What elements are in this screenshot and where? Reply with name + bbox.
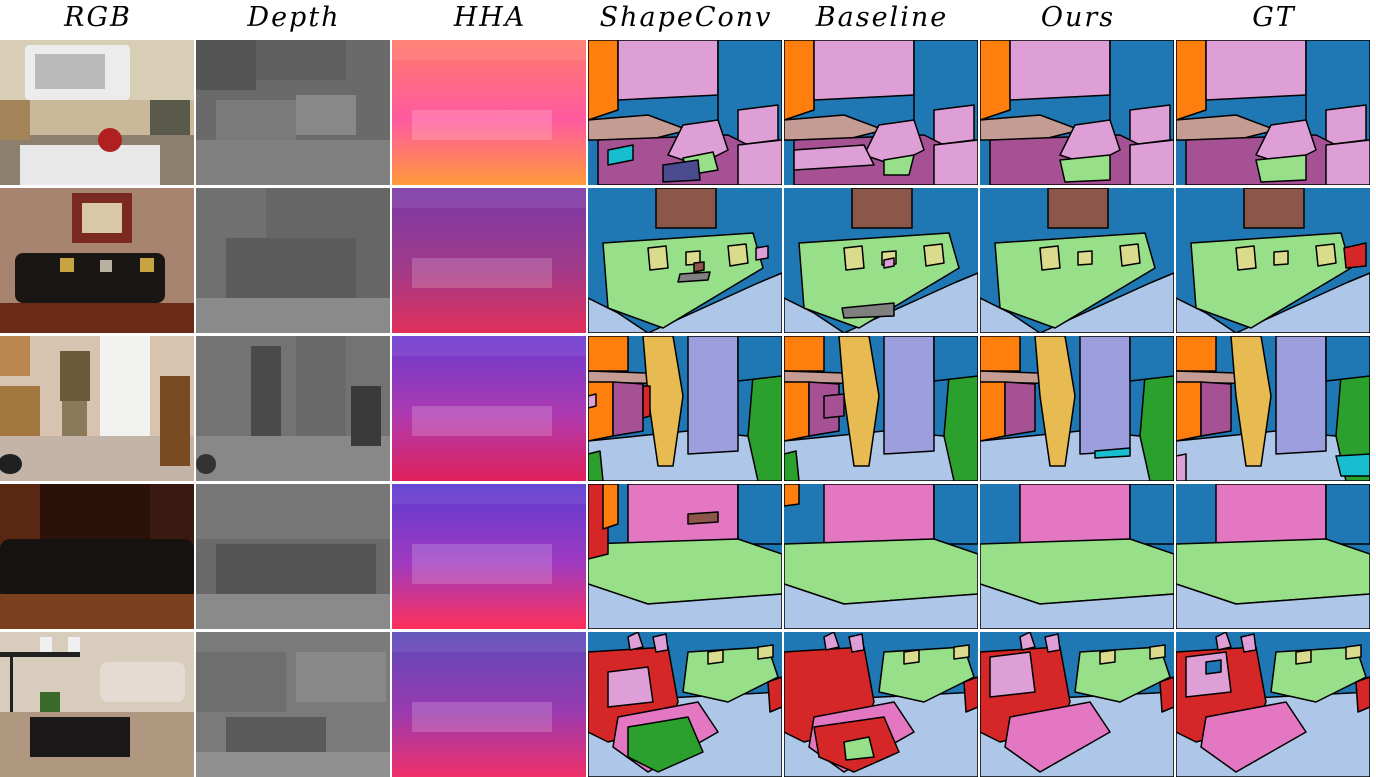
image-baseline-row-4 xyxy=(784,484,978,629)
image-rgb-row-2 xyxy=(0,188,194,333)
column-title-hha: HHA xyxy=(453,2,527,33)
image-ours-row-1 xyxy=(980,40,1174,185)
image-shapeconv-row-3 xyxy=(588,336,782,481)
image-ours-row-2 xyxy=(980,188,1174,333)
image-baseline-row-1 xyxy=(784,40,978,185)
image-rgb-row-4 xyxy=(0,484,194,629)
image-hha-row-3 xyxy=(392,336,586,481)
image-shapeconv-row-1 xyxy=(588,40,782,185)
column-title-baseline: Baseline xyxy=(815,2,949,33)
image-rgb-row-5 xyxy=(0,632,194,777)
image-baseline-row-3 xyxy=(784,336,978,481)
column-header-row: RGB Depth HHA ShapeConv Baseline Ours GT xyxy=(0,0,1376,40)
image-hha-row-5 xyxy=(392,632,586,777)
column-title-rgb: RGB xyxy=(64,2,132,33)
image-hha-row-4 xyxy=(392,484,586,629)
image-gt-row-1 xyxy=(1176,40,1370,185)
image-depth-row-3 xyxy=(196,336,390,481)
image-gt-row-2 xyxy=(1176,188,1370,333)
image-hha-row-1 xyxy=(392,40,586,185)
image-ours-row-4 xyxy=(980,484,1174,629)
image-rgb-row-3 xyxy=(0,336,194,481)
comparison-image-grid xyxy=(0,40,1376,777)
image-hha-row-2 xyxy=(392,188,586,333)
image-shapeconv-row-2 xyxy=(588,188,782,333)
image-baseline-row-2 xyxy=(784,188,978,333)
image-gt-row-4 xyxy=(1176,484,1370,629)
column-title-gt: GT xyxy=(1252,2,1296,33)
image-depth-row-2 xyxy=(196,188,390,333)
image-ours-row-3 xyxy=(980,336,1174,481)
image-gt-row-5 xyxy=(1176,632,1370,777)
image-ours-row-5 xyxy=(980,632,1174,777)
column-title-shapeconv: ShapeConv xyxy=(599,2,773,33)
image-depth-row-5 xyxy=(196,632,390,777)
image-shapeconv-row-4 xyxy=(588,484,782,629)
image-depth-row-4 xyxy=(196,484,390,629)
image-baseline-row-5 xyxy=(784,632,978,777)
image-gt-row-3 xyxy=(1176,336,1370,481)
column-title-depth: Depth xyxy=(247,2,341,33)
image-shapeconv-row-5 xyxy=(588,632,782,777)
image-rgb-row-1 xyxy=(0,40,194,185)
column-title-ours: Ours xyxy=(1040,2,1116,33)
image-depth-row-1 xyxy=(196,40,390,185)
